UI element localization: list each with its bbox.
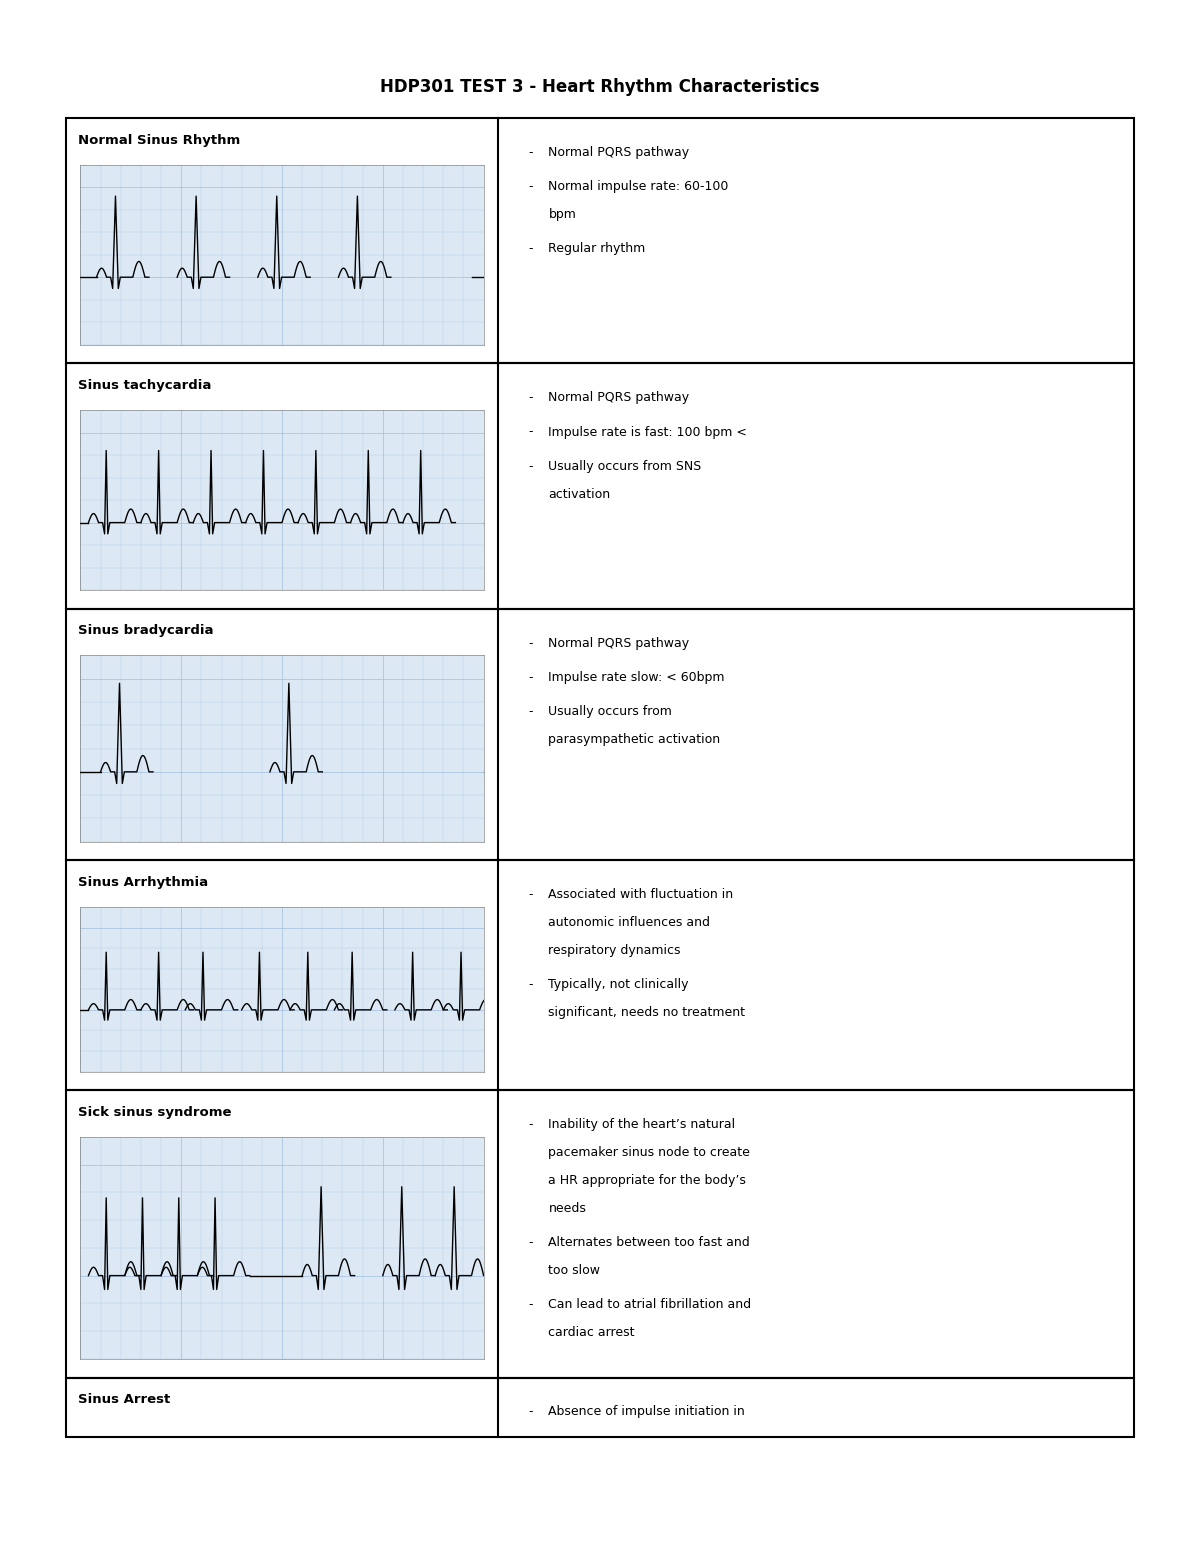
- Text: -: -: [528, 242, 533, 255]
- Text: -: -: [528, 888, 533, 901]
- Text: parasympathetic activation: parasympathetic activation: [548, 733, 720, 745]
- Text: significant, needs no treatment: significant, needs no treatment: [548, 1006, 745, 1019]
- Text: -: -: [528, 1405, 533, 1418]
- Bar: [66, 860, 1134, 1090]
- Text: -: -: [528, 978, 533, 991]
- Bar: [66, 118, 1134, 363]
- Text: cardiac arrest: cardiac arrest: [548, 1326, 635, 1339]
- Text: Normal PQRS pathway: Normal PQRS pathway: [548, 391, 690, 404]
- Text: respiratory dynamics: respiratory dynamics: [548, 944, 680, 957]
- Text: a HR appropriate for the body’s: a HR appropriate for the body’s: [548, 1174, 746, 1186]
- Text: Impulse rate slow: < 60bpm: Impulse rate slow: < 60bpm: [548, 671, 725, 683]
- Bar: [66, 1378, 1134, 1437]
- Text: Regular rhythm: Regular rhythm: [548, 242, 646, 255]
- Text: Normal Sinus Rhythm: Normal Sinus Rhythm: [78, 134, 240, 146]
- Text: Inability of the heart’s natural: Inability of the heart’s natural: [548, 1118, 736, 1131]
- Text: Sick sinus syndrome: Sick sinus syndrome: [78, 1106, 232, 1118]
- Text: -: -: [528, 426, 533, 438]
- Text: Alternates between too fast and: Alternates between too fast and: [548, 1236, 750, 1249]
- Text: HDP301 TEST 3 - Heart Rhythm Characteristics: HDP301 TEST 3 - Heart Rhythm Characteris…: [380, 78, 820, 96]
- Text: bpm: bpm: [548, 208, 576, 221]
- Text: Normal PQRS pathway: Normal PQRS pathway: [548, 146, 690, 158]
- Text: Normal impulse rate: 60-100: Normal impulse rate: 60-100: [548, 180, 728, 193]
- Text: needs: needs: [548, 1202, 587, 1214]
- Text: -: -: [528, 705, 533, 717]
- Text: Can lead to atrial fibrillation and: Can lead to atrial fibrillation and: [548, 1298, 751, 1311]
- Bar: [66, 609, 1134, 860]
- Text: Sinus Arrest: Sinus Arrest: [78, 1393, 170, 1405]
- Text: Sinus tachycardia: Sinus tachycardia: [78, 379, 211, 391]
- Text: autonomic influences and: autonomic influences and: [548, 916, 710, 929]
- Text: -: -: [528, 671, 533, 683]
- Text: pacemaker sinus node to create: pacemaker sinus node to create: [548, 1146, 750, 1159]
- Text: -: -: [528, 1118, 533, 1131]
- Text: Normal PQRS pathway: Normal PQRS pathway: [548, 637, 690, 649]
- Text: -: -: [528, 391, 533, 404]
- Text: too slow: too slow: [548, 1264, 600, 1277]
- Text: -: -: [528, 146, 533, 158]
- Text: Absence of impulse initiation in: Absence of impulse initiation in: [548, 1405, 745, 1418]
- Text: -: -: [528, 1236, 533, 1249]
- Text: -: -: [528, 1298, 533, 1311]
- Text: Usually occurs from SNS: Usually occurs from SNS: [548, 460, 702, 472]
- Text: Sinus bradycardia: Sinus bradycardia: [78, 624, 214, 637]
- Bar: [66, 363, 1134, 609]
- Text: -: -: [528, 180, 533, 193]
- Text: activation: activation: [548, 488, 611, 500]
- Text: Impulse rate is fast: 100 bpm <: Impulse rate is fast: 100 bpm <: [548, 426, 748, 438]
- Text: -: -: [528, 460, 533, 472]
- Text: Typically, not clinically: Typically, not clinically: [548, 978, 689, 991]
- Text: Sinus Arrhythmia: Sinus Arrhythmia: [78, 876, 208, 888]
- Bar: [66, 1090, 1134, 1378]
- Text: Associated with fluctuation in: Associated with fluctuation in: [548, 888, 733, 901]
- Text: Usually occurs from: Usually occurs from: [548, 705, 672, 717]
- Text: -: -: [528, 637, 533, 649]
